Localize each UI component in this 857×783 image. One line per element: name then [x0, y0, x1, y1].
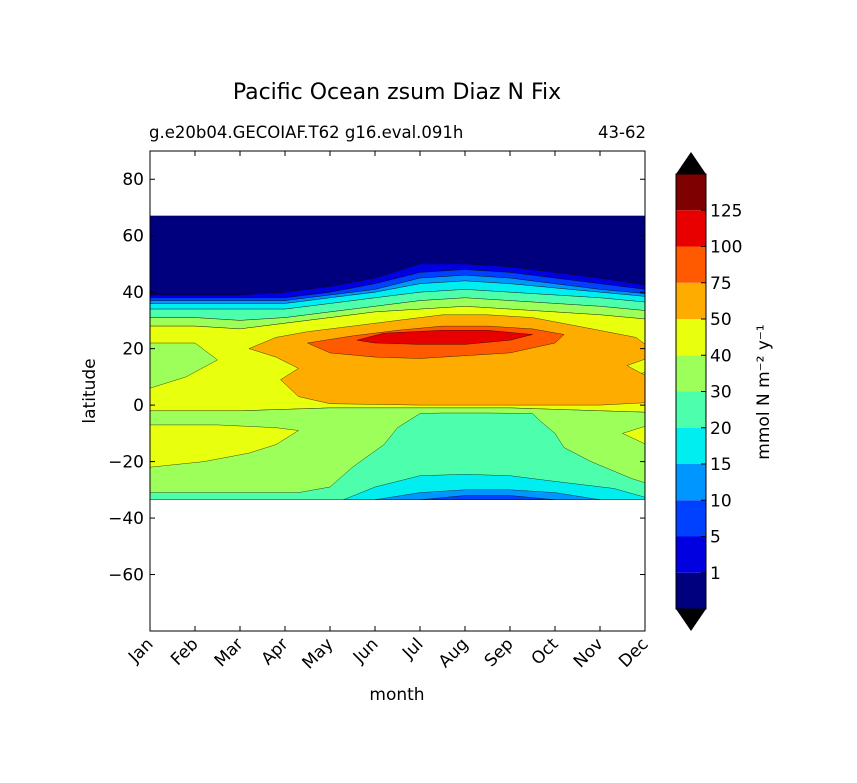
- colorbar-segment: [676, 464, 706, 501]
- colorbar-segment: [676, 500, 706, 537]
- colorbar-extend-max: [676, 152, 706, 174]
- colorbar-tick-label: 50: [710, 310, 732, 330]
- contour-band: [621, 426, 645, 445]
- x-tick-label: Nov: [570, 634, 608, 672]
- y-tick-label: 20: [122, 340, 144, 360]
- chart-subtitle-left: g.e20b04.GECOIAF.T62 g16.eval.091h: [149, 123, 463, 142]
- colorbar-tick-label: 5: [710, 528, 721, 548]
- colorbar-segment: [676, 246, 706, 283]
- y-tick-label: −60: [108, 566, 144, 586]
- x-tick-label: Sep: [481, 634, 518, 671]
- contour-band: [356, 330, 533, 345]
- y-tick-label: 80: [122, 170, 144, 190]
- contour-band: [374, 489, 601, 500]
- x-tick-label: Aug: [435, 634, 473, 672]
- contour-band: [150, 342, 218, 389]
- colorbar-segment: [676, 391, 706, 428]
- x-tick-label: Dec: [615, 634, 652, 671]
- colorbar-tick-label: 20: [710, 419, 732, 439]
- x-tick-label: Jun: [349, 634, 383, 668]
- y-tick-label: 60: [122, 227, 144, 247]
- y-tick-label: −20: [108, 453, 144, 473]
- colorbar-segment: [676, 319, 706, 356]
- colorbar-tick-label: 30: [710, 383, 732, 403]
- x-tick-label: Jan: [124, 634, 157, 667]
- colorbar-segment: [676, 282, 706, 319]
- colorbar-tick-label: 10: [710, 491, 732, 511]
- colorbar-tick-label: 40: [710, 346, 732, 366]
- plot-area: [149, 150, 646, 632]
- y-axis-ticks: 80 60 40 20 0 −20 −40 −60: [108, 170, 645, 586]
- x-tick-label: Feb: [167, 634, 202, 669]
- plot-frame: [149, 150, 646, 632]
- contour-band: [419, 495, 556, 500]
- contour-bands: [150, 215, 645, 500]
- x-tick-label: May: [299, 634, 338, 673]
- colorbar-segment: [676, 210, 706, 247]
- colorbar-tick-label: 75: [710, 274, 732, 294]
- colorbar-label: mmol N m⁻² y⁻¹: [754, 324, 774, 459]
- colorbar-segment: [676, 427, 706, 464]
- chart-title: Pacific Ocean zsum Diaz N Fix: [233, 80, 561, 105]
- x-tick-label: Jul: [398, 634, 427, 663]
- y-axis-label: latitude: [80, 358, 100, 423]
- chart-subtitle-right: 43-62: [598, 123, 646, 142]
- contour-band: [150, 424, 300, 468]
- colorbar-segment: [676, 355, 706, 392]
- colorbar-extend-min: [676, 609, 706, 631]
- y-tick-label: 0: [133, 396, 144, 416]
- x-tick-label: Apr: [258, 634, 293, 669]
- colorbar-tick-label: 15: [710, 455, 732, 475]
- x-tick-label: Mar: [211, 634, 248, 671]
- colorbar-segment: [676, 536, 706, 573]
- x-tick-label: Oct: [528, 634, 563, 669]
- colorbar-tick-label: 125: [710, 201, 742, 221]
- x-axis-label: month: [369, 685, 424, 705]
- colorbar-segment: [676, 174, 706, 211]
- colorbar-segment: [676, 572, 706, 609]
- y-tick-label: −40: [108, 509, 144, 529]
- y-tick-label: 40: [122, 283, 144, 303]
- colorbar-tick-label: 1: [710, 564, 721, 584]
- colorbar-tick-label: 100: [710, 238, 742, 258]
